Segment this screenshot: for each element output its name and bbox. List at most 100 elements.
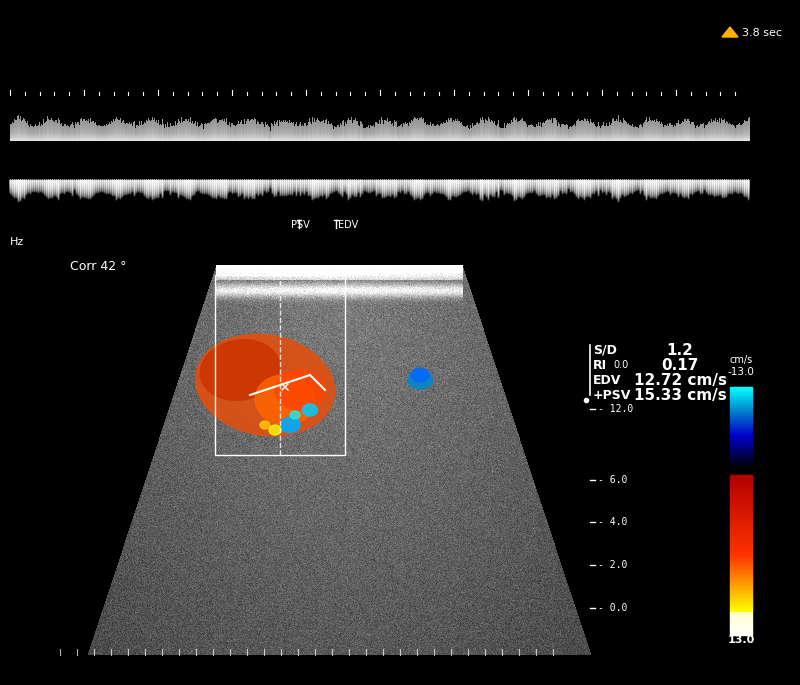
Bar (730, 587, 752, 588)
Bar (730, 452, 752, 453)
Bar (730, 621, 752, 622)
Ellipse shape (255, 375, 315, 425)
Bar (730, 553, 752, 555)
Bar (730, 418, 752, 419)
Bar (730, 574, 752, 576)
Bar (730, 606, 752, 608)
Bar (730, 584, 752, 586)
Bar (730, 400, 752, 401)
Bar (10, 95, 750, 225)
Bar (730, 560, 752, 562)
Bar (730, 617, 752, 619)
Bar (730, 611, 752, 612)
Bar (730, 497, 752, 499)
Bar (730, 528, 752, 530)
Bar (730, 484, 752, 486)
Text: 0.17: 0.17 (662, 358, 698, 373)
Bar (730, 479, 752, 482)
Bar (730, 422, 752, 423)
Bar (730, 597, 752, 598)
Bar (730, 489, 752, 491)
Bar (730, 455, 752, 456)
Bar (730, 577, 752, 579)
Bar (730, 521, 752, 523)
Text: Corr 42 °: Corr 42 ° (70, 260, 126, 273)
Ellipse shape (290, 411, 300, 419)
Bar (730, 449, 752, 451)
Bar (730, 394, 752, 395)
Bar (730, 608, 752, 610)
Bar (730, 523, 752, 525)
Bar (730, 564, 752, 566)
Bar (730, 477, 752, 478)
Bar (730, 538, 752, 539)
Bar (730, 440, 752, 442)
Bar (730, 552, 752, 553)
Bar (730, 399, 752, 400)
Bar (730, 445, 752, 446)
Text: -13.0: -13.0 (727, 367, 754, 377)
Bar (730, 439, 752, 440)
Bar (730, 610, 752, 611)
Ellipse shape (407, 371, 433, 389)
Bar (215, 275, 345, 455)
Bar (730, 488, 752, 489)
Bar (730, 508, 752, 510)
Bar (730, 388, 752, 390)
Bar (730, 605, 752, 606)
Bar (730, 414, 752, 415)
Bar (730, 435, 752, 436)
Bar (730, 624, 752, 625)
Text: - 2.0: - 2.0 (598, 560, 627, 571)
Bar (730, 446, 752, 447)
Bar (730, 600, 752, 601)
Bar (730, 463, 752, 464)
Bar (730, 464, 752, 466)
Ellipse shape (411, 368, 429, 382)
Bar (730, 543, 752, 544)
Bar (730, 576, 752, 577)
Bar (730, 520, 752, 521)
Bar (730, 410, 752, 411)
Bar (730, 438, 752, 439)
Text: - 0.0: - 0.0 (598, 603, 627, 613)
Bar (730, 425, 752, 427)
Bar (730, 579, 752, 581)
Bar (730, 447, 752, 449)
Bar (730, 592, 752, 593)
Bar (730, 629, 752, 630)
Text: S/D: S/D (593, 343, 617, 356)
Bar (730, 459, 752, 460)
Text: - 4.0: - 4.0 (598, 517, 627, 527)
Bar (730, 462, 752, 463)
Bar (730, 493, 752, 494)
Bar (730, 403, 752, 404)
Bar (730, 502, 752, 503)
Bar (730, 419, 752, 421)
Text: 1.2: 1.2 (666, 342, 694, 358)
Bar (730, 393, 752, 394)
Ellipse shape (302, 404, 318, 416)
Text: 13.0: 13.0 (727, 635, 754, 645)
Polygon shape (722, 27, 738, 37)
Bar (730, 398, 752, 399)
Bar (730, 557, 752, 558)
Bar (730, 442, 752, 443)
Bar (730, 569, 752, 571)
Bar (730, 412, 752, 414)
Bar (730, 453, 752, 455)
Bar (730, 627, 752, 629)
Bar (730, 507, 752, 508)
Bar (730, 632, 752, 634)
Bar (730, 397, 752, 398)
Bar (730, 531, 752, 533)
Text: EDV: EDV (593, 373, 622, 386)
Bar (730, 593, 752, 595)
Bar (730, 547, 752, 549)
Bar (730, 533, 752, 534)
Bar (730, 516, 752, 518)
Bar (730, 478, 752, 480)
Bar (730, 424, 752, 425)
Text: 0.0: 0.0 (613, 360, 628, 370)
Bar (730, 506, 752, 507)
